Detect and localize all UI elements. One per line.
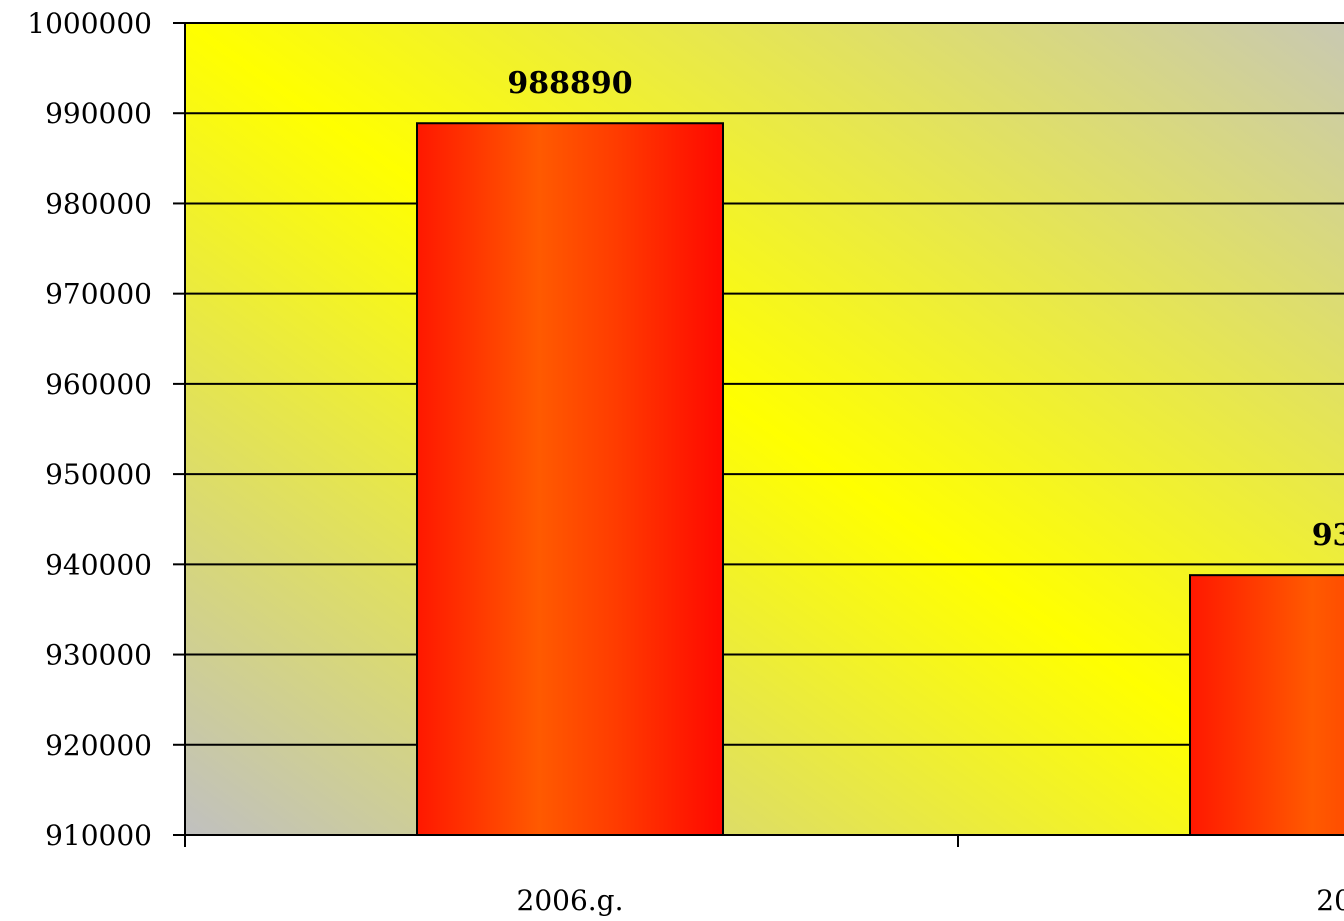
axes — [184, 23, 1344, 847]
y-tick-label: 910000 — [45, 819, 152, 852]
data-label: 938 — [1312, 518, 1344, 553]
x-category-label: 2006.g. — [517, 884, 624, 917]
bar — [1189, 574, 1344, 836]
y-tick-label: 950000 — [45, 458, 152, 491]
x-axis-labels: 2006.g. 200 — [517, 884, 1344, 917]
y-tick-label: 980000 — [45, 187, 152, 220]
y-tick-label: 960000 — [45, 368, 152, 401]
x-category-label: 200 — [1316, 884, 1344, 917]
gridlines — [185, 22, 1344, 746]
y-axis-ticks: 910000 920000 930000 940000 950000 960000 9700… — [27, 7, 185, 852]
y-tick-label: 1000000 — [27, 7, 152, 40]
plot-area — [184, 22, 1344, 836]
y-tick-label: 940000 — [45, 548, 152, 581]
bars — [416, 122, 1344, 837]
y-tick-label: 930000 — [45, 639, 152, 672]
y-tick-label: 970000 — [45, 278, 152, 311]
bar — [416, 122, 724, 837]
data-label: 988890 — [507, 66, 632, 101]
y-tick-label: 920000 — [45, 729, 152, 762]
y-tick-label: 990000 — [45, 97, 152, 130]
data-labels: 988890 938 — [507, 66, 1344, 553]
